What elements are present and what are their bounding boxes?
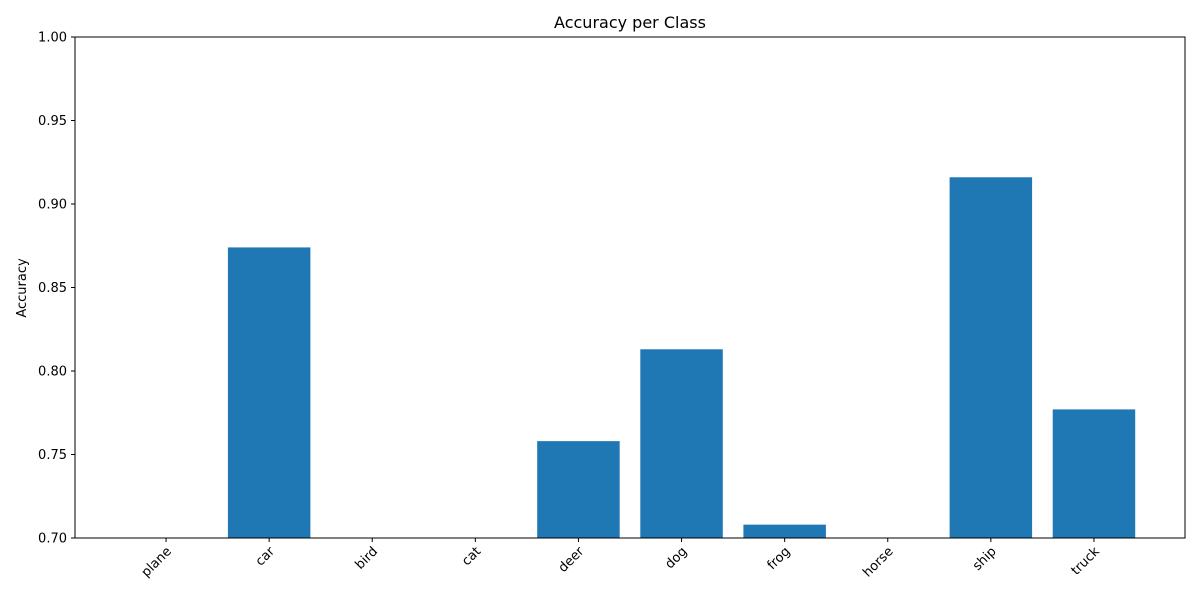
bar [743,524,826,538]
bar [1052,409,1136,538]
y-axis-label: Accuracy [15,258,30,318]
y-tick-label: 0.70 [38,532,67,547]
y-tick-label: 0.75 [38,448,67,463]
y-tick-label: 0.95 [38,114,67,129]
x-tick-label: dog [662,544,690,572]
x-tick-label: bird [353,544,381,572]
bar [949,177,1033,538]
x-tick-label: cat [459,544,484,569]
x-tick-label: car [253,544,279,570]
y-tick-label: 0.85 [38,281,67,296]
bar [640,349,723,538]
bar [537,441,620,538]
plot-area [227,177,1136,538]
x-tick-label: horse [860,544,896,580]
bar [227,247,311,538]
x-tick-label: deer [556,544,588,576]
x-tick-label: truck [1069,544,1104,579]
x-tick-label: frog [765,544,794,573]
y-tick-label: 1.00 [38,31,67,46]
y-tick-label: 0.90 [38,198,67,213]
chart-title: Accuracy per Class [554,13,706,32]
y-tick-label: 0.80 [38,365,67,380]
x-tick-label: ship [970,544,1000,574]
x-tick-label: plane [139,544,175,580]
